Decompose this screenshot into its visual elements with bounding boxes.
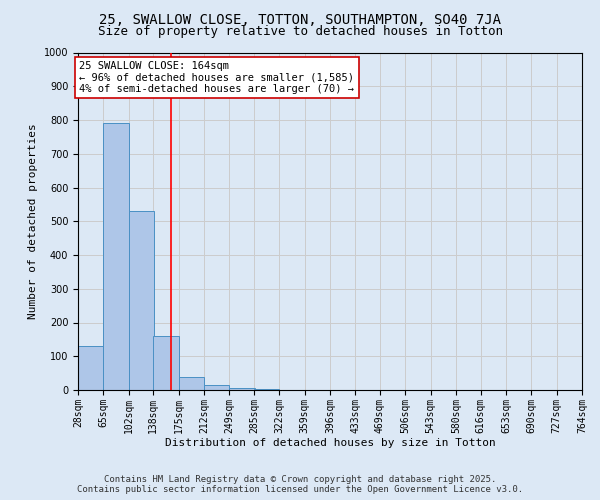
X-axis label: Distribution of detached houses by size in Totton: Distribution of detached houses by size … <box>164 438 496 448</box>
Bar <box>154 336 179 390</box>
Bar <box>128 211 154 390</box>
Bar <box>179 376 204 390</box>
Bar <box>78 346 103 390</box>
Text: 25 SWALLOW CLOSE: 164sqm
← 96% of detached houses are smaller (1,585)
4% of semi: 25 SWALLOW CLOSE: 164sqm ← 96% of detach… <box>79 61 355 94</box>
Bar <box>103 124 128 390</box>
Y-axis label: Number of detached properties: Number of detached properties <box>28 124 38 319</box>
Bar <box>204 385 229 390</box>
Bar <box>229 388 254 390</box>
Text: Size of property relative to detached houses in Totton: Size of property relative to detached ho… <box>97 25 503 38</box>
Text: 25, SWALLOW CLOSE, TOTTON, SOUTHAMPTON, SO40 7JA: 25, SWALLOW CLOSE, TOTTON, SOUTHAMPTON, … <box>99 12 501 26</box>
Text: Contains HM Land Registry data © Crown copyright and database right 2025.
Contai: Contains HM Land Registry data © Crown c… <box>77 474 523 494</box>
